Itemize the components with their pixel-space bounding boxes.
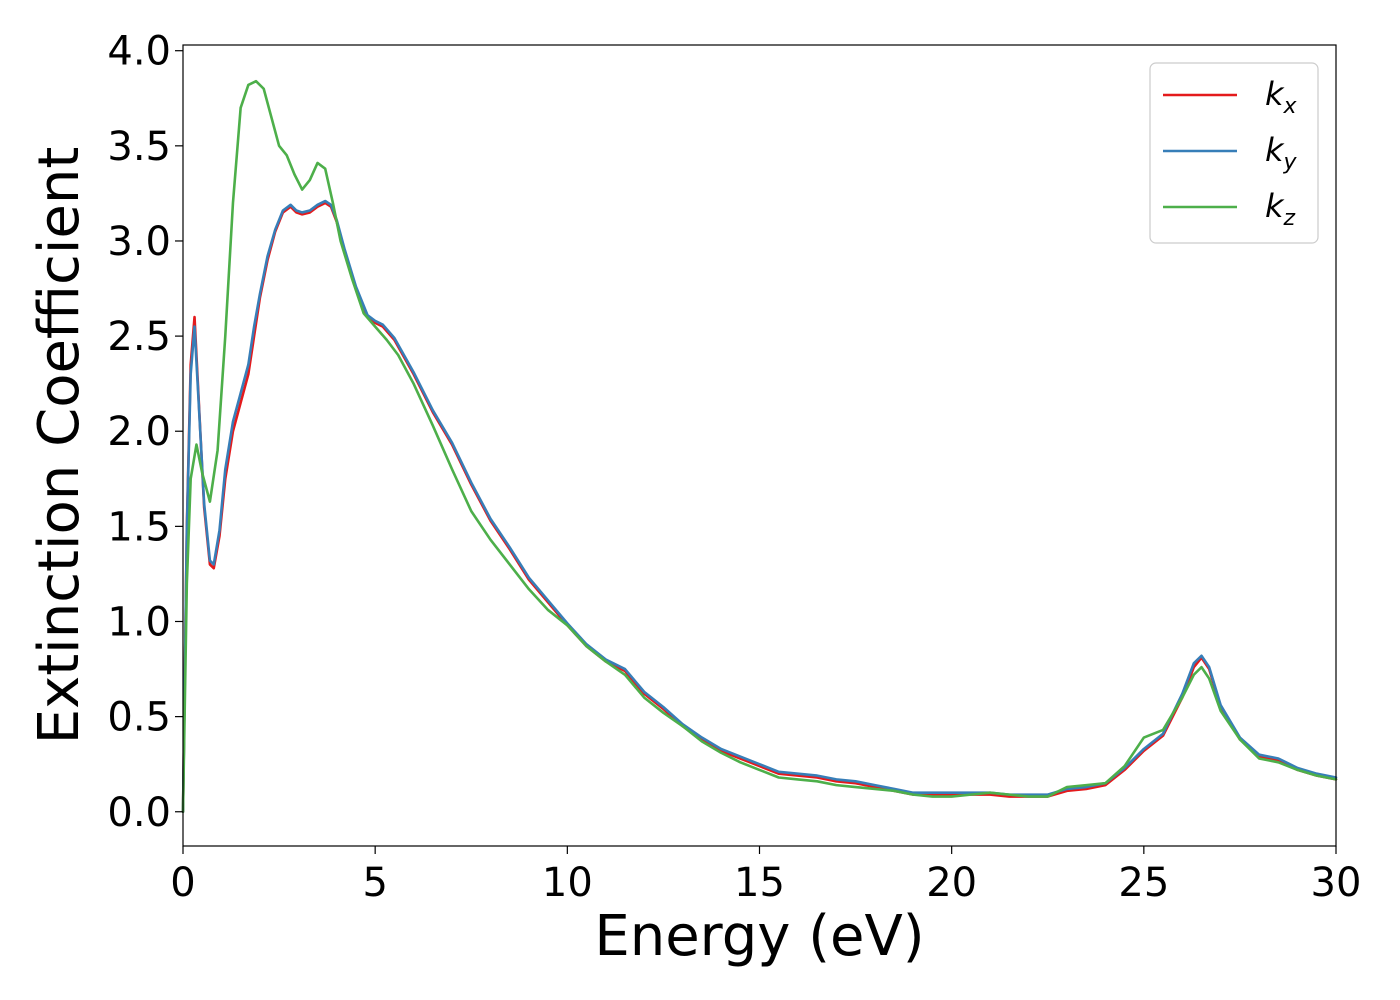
- series-line-k-z: [181, 79, 1338, 814]
- x-tick-label: 25: [1118, 860, 1169, 906]
- x-axis-label: Energy (eV): [594, 904, 924, 969]
- x-axis-ticks: 0 5 10 15 20 25 30: [170, 846, 1361, 906]
- x-tick-label: 30: [1311, 860, 1362, 906]
- x-tick-label: 0: [170, 860, 195, 906]
- x-tick-label: 20: [926, 860, 977, 906]
- legend-box: [1149, 62, 1319, 244]
- x-tick-label: 5: [362, 860, 387, 906]
- legend: kx ky kz: [1149, 62, 1319, 244]
- x-tick-label: 15: [734, 860, 785, 906]
- y-tick-label: 0.0: [107, 790, 171, 836]
- x-tick-label: 10: [542, 860, 593, 906]
- y-tick-label: 3.0: [107, 219, 171, 265]
- legend-label: kx: [1265, 75, 1298, 119]
- y-tick-label: 0.5: [107, 695, 171, 741]
- y-tick-label: 2.5: [107, 314, 171, 360]
- y-tick-label: 1.5: [107, 504, 171, 550]
- y-tick-label: 2.0: [107, 409, 171, 455]
- legend-label: ky: [1265, 131, 1298, 175]
- series-layer: [181, 79, 1338, 814]
- y-tick-label: 4.0: [107, 29, 171, 75]
- legend-label: kz: [1265, 187, 1296, 231]
- y-tick-label: 1.0: [107, 599, 171, 645]
- y-tick-label: 3.5: [107, 124, 171, 170]
- y-axis-ticks: 0.0 0.5 1.0 1.5 2.0 2.5 3.0 3.5 4.0: [107, 29, 183, 836]
- y-axis-label: Extinction Coefficient: [27, 147, 92, 745]
